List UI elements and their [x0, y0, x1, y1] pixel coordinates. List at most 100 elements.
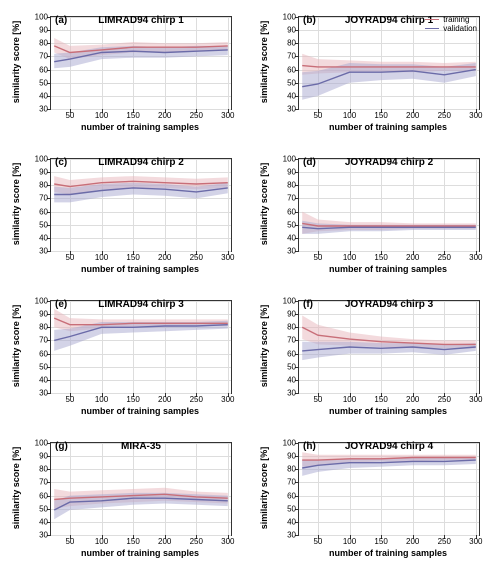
panel-letter: (c) — [55, 157, 67, 168]
grid-h — [299, 393, 479, 394]
xtick-label: 50 — [65, 111, 74, 120]
xtick-label: 300 — [469, 395, 482, 404]
xtick-label: 250 — [438, 395, 451, 404]
xtick-label: 150 — [126, 111, 139, 120]
validation-band — [302, 63, 476, 100]
ytick-label: 70 — [39, 194, 48, 203]
ytick-label: 40 — [39, 233, 48, 242]
y-axis-label: similarity score [%] — [11, 305, 21, 388]
ytick-label: 40 — [287, 517, 296, 526]
series-svg — [51, 443, 231, 535]
series-svg — [51, 17, 231, 109]
xtick-label: 150 — [126, 537, 139, 546]
plot-h: 3040506070809010050100150200250300(h)JOY… — [298, 442, 480, 536]
ytick-label: 90 — [287, 168, 296, 177]
grid-h — [299, 535, 479, 536]
x-axis-label: number of training samples — [329, 122, 447, 132]
panel-title: JOYRAD94 chirp 1 — [345, 15, 433, 26]
xtick-label: 200 — [406, 111, 419, 120]
y-axis-label: similarity score [%] — [259, 163, 269, 246]
ytick-label: 70 — [287, 52, 296, 61]
grid-h — [51, 251, 231, 252]
xtick-label: 100 — [95, 537, 108, 546]
ytick-label: 90 — [287, 26, 296, 35]
ytick-label: 100 — [35, 439, 48, 448]
x-axis-label: number of training samples — [81, 264, 199, 274]
xtick-label: 200 — [406, 395, 419, 404]
xtick-label: 200 — [158, 395, 171, 404]
xtick-label: 300 — [469, 111, 482, 120]
xtick-label: 150 — [126, 253, 139, 262]
xtick-label: 100 — [343, 253, 356, 262]
ytick-label: 30 — [287, 531, 296, 540]
xtick-label: 100 — [343, 537, 356, 546]
series-svg — [51, 301, 231, 393]
ytick-label: 30 — [39, 105, 48, 114]
ytick-label: 60 — [39, 65, 48, 74]
xtick-label: 200 — [158, 111, 171, 120]
ytick-label: 50 — [287, 504, 296, 513]
xtick-label: 250 — [438, 111, 451, 120]
ytick-label: 80 — [39, 323, 48, 332]
grid-h — [51, 535, 231, 536]
panel-title: LIMRAD94 chirp 3 — [98, 299, 184, 310]
ytick-label: 70 — [39, 478, 48, 487]
ytick-label: 70 — [39, 336, 48, 345]
panel-title: JOYRAD94 chirp 4 — [345, 441, 433, 452]
plot-c: 3040506070809010050100150200250300(c)LIM… — [50, 158, 232, 252]
y-axis-label: similarity score [%] — [259, 21, 269, 104]
ytick-label: 40 — [287, 91, 296, 100]
xtick-label: 150 — [374, 111, 387, 120]
ytick-label: 80 — [287, 323, 296, 332]
panel-title: LIMRAD94 chirp 1 — [98, 15, 184, 26]
ytick-label: 90 — [287, 310, 296, 319]
series-svg — [299, 301, 479, 393]
ytick-label: 30 — [39, 389, 48, 398]
ytick-label: 100 — [35, 155, 48, 164]
grid-h — [299, 109, 479, 110]
xtick-label: 100 — [95, 253, 108, 262]
ytick-label: 80 — [287, 465, 296, 474]
series-svg — [299, 159, 479, 251]
x-axis-label: number of training samples — [329, 264, 447, 274]
x-axis-label: number of training samples — [81, 548, 199, 558]
xtick-label: 150 — [374, 537, 387, 546]
x-axis-label: number of training samples — [81, 406, 199, 416]
panel-letter: (f) — [303, 299, 313, 310]
ytick-label: 60 — [287, 349, 296, 358]
xtick-label: 300 — [469, 253, 482, 262]
ytick-label: 40 — [287, 375, 296, 384]
ytick-label: 30 — [287, 389, 296, 398]
ytick-label: 40 — [39, 91, 48, 100]
y-axis-label: similarity score [%] — [11, 21, 21, 104]
panel-letter: (d) — [303, 157, 316, 168]
series-svg — [299, 443, 479, 535]
ytick-label: 80 — [39, 39, 48, 48]
xtick-label: 100 — [95, 395, 108, 404]
ytick-label: 100 — [283, 13, 296, 22]
x-axis-label: number of training samples — [329, 548, 447, 558]
legend-item: training — [425, 15, 477, 24]
legend-label: training — [443, 15, 469, 24]
ytick-label: 50 — [39, 504, 48, 513]
xtick-label: 200 — [158, 537, 171, 546]
xtick-label: 50 — [65, 395, 74, 404]
x-axis-label: number of training samples — [81, 122, 199, 132]
xtick-label: 150 — [374, 253, 387, 262]
xtick-label: 250 — [438, 537, 451, 546]
plot-d: 3040506070809010050100150200250300(d)JOY… — [298, 158, 480, 252]
ytick-label: 90 — [39, 26, 48, 35]
figure-grid: 3040506070809010050100150200250300(a)LIM… — [0, 0, 500, 568]
xtick-label: 200 — [406, 253, 419, 262]
panel-title: JOYRAD94 chirp 3 — [345, 299, 433, 310]
ytick-label: 30 — [39, 247, 48, 256]
ytick-label: 50 — [39, 362, 48, 371]
plot-b: 3040506070809010050100150200250300(b)JOY… — [298, 16, 480, 110]
ytick-label: 60 — [287, 65, 296, 74]
xtick-label: 150 — [126, 395, 139, 404]
ytick-label: 70 — [287, 194, 296, 203]
ytick-label: 100 — [283, 297, 296, 306]
ytick-label: 80 — [287, 39, 296, 48]
ytick-label: 50 — [287, 362, 296, 371]
ytick-label: 60 — [39, 207, 48, 216]
